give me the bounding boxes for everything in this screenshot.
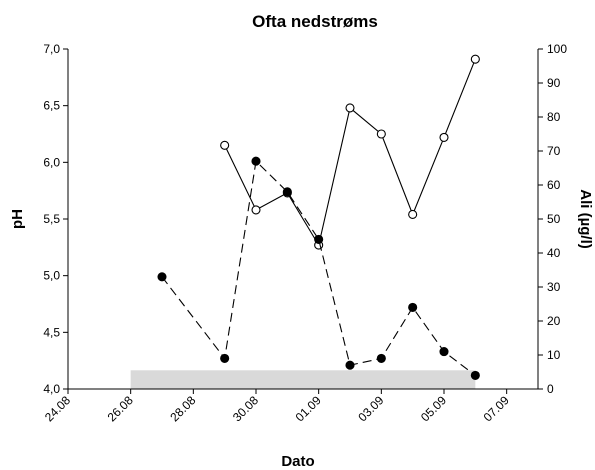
y-left-tick-label: 5,0 — [43, 269, 60, 283]
x-tick-label: 07.09 — [481, 393, 512, 424]
y-right-tick-label: 60 — [547, 178, 561, 192]
series-1-point — [376, 129, 386, 139]
series-2-point — [470, 370, 480, 380]
x-tick-label: 05.09 — [418, 393, 449, 424]
series-2-point — [439, 347, 449, 357]
series-1-point — [439, 132, 449, 142]
y-left-axis-label: pH — [9, 209, 26, 229]
x-tick-label: 03.09 — [355, 393, 386, 424]
y-left-tick-label: 4,5 — [43, 325, 60, 339]
y-left-tick-label: 5,5 — [43, 212, 60, 226]
series-2-point — [314, 234, 324, 244]
series-1-point — [470, 54, 480, 64]
y-right-tick-label: 10 — [547, 348, 561, 362]
y-right-tick-label: 90 — [547, 76, 561, 90]
x-axis-label: Dato — [281, 453, 314, 470]
y-left-tick-label: 6,5 — [43, 99, 60, 113]
x-tick-label: 01.09 — [293, 393, 324, 424]
series-2-point — [251, 156, 261, 166]
series-2-point — [282, 187, 292, 197]
series-1-point — [408, 209, 418, 220]
x-tick-label: 28.08 — [167, 393, 198, 424]
series-2-line — [161, 160, 476, 376]
chart-title: Ofta nedstrøms — [252, 12, 378, 31]
x-tick-label: 30.08 — [230, 393, 261, 424]
y-right-tick-label: 40 — [547, 246, 561, 260]
series-1-point — [220, 140, 230, 150]
series-2-point — [220, 353, 230, 363]
y-right-tick-label: 100 — [547, 42, 567, 56]
y-right-tick-label: 50 — [547, 212, 561, 226]
x-tick-label: 24.08 — [42, 393, 73, 424]
series-2-point — [376, 353, 386, 363]
series-2-point — [345, 360, 355, 370]
y-left-tick-label: 7,0 — [43, 42, 60, 56]
y-right-tick-label: 20 — [547, 314, 561, 328]
y-right-tick-label: 0 — [547, 382, 554, 396]
series-1-line — [224, 58, 476, 247]
y-right-axis-label: Ali (µg/l) — [577, 189, 594, 248]
y-right-tick-label: 30 — [547, 280, 561, 294]
series-1-point — [345, 103, 355, 113]
y-left-tick-label: 6,0 — [43, 155, 60, 169]
y-right-tick-label: 80 — [547, 110, 561, 124]
y-left-tick-label: 4,0 — [43, 382, 60, 396]
series-2-point — [157, 272, 167, 282]
series-2-point — [408, 302, 418, 312]
y-right-tick-label: 70 — [547, 144, 561, 158]
shaded-band — [130, 370, 476, 389]
x-tick-label: 26.08 — [105, 393, 136, 424]
series-1-point — [251, 205, 261, 215]
